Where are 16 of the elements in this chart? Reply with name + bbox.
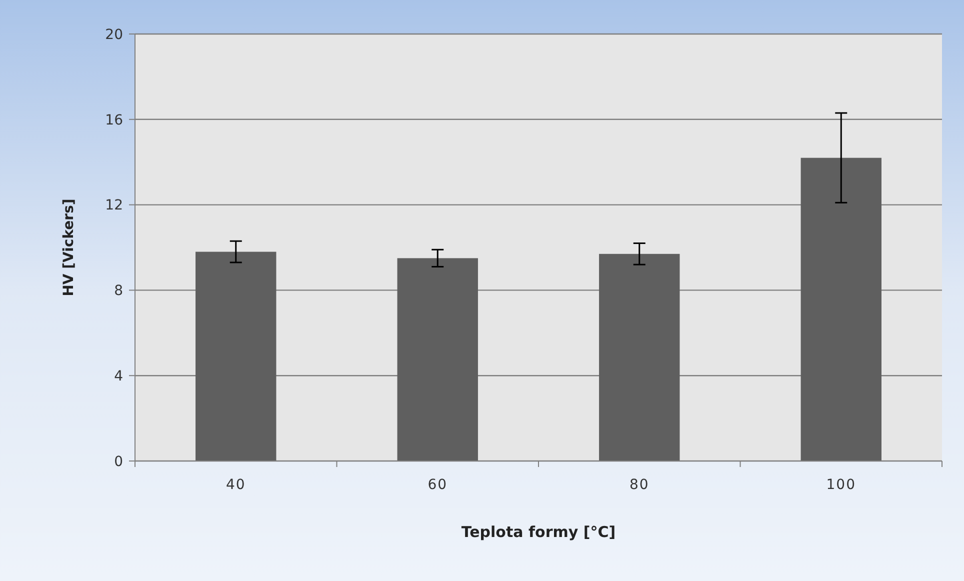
y-tick-label: 0 bbox=[114, 454, 123, 470]
bar bbox=[599, 254, 680, 461]
y-tick-label: 20 bbox=[105, 26, 123, 43]
y-tick-label: 4 bbox=[114, 368, 124, 384]
y-tick-label: 12 bbox=[105, 198, 123, 214]
x-axis-title: Teplota formy [°C] bbox=[461, 523, 616, 541]
x-tick-label: 60 bbox=[428, 477, 448, 493]
x-tick-label: 40 bbox=[226, 477, 246, 493]
y-tick-label: 16 bbox=[105, 112, 124, 128]
bar bbox=[800, 158, 882, 461]
x-tick-label: 80 bbox=[629, 477, 650, 493]
y-tick-label: 8 bbox=[114, 283, 123, 300]
bar bbox=[196, 252, 276, 461]
y-axis-title: HV [Vickers] bbox=[61, 198, 77, 296]
x-tick-label: 100 bbox=[826, 477, 856, 493]
bar bbox=[397, 258, 478, 461]
